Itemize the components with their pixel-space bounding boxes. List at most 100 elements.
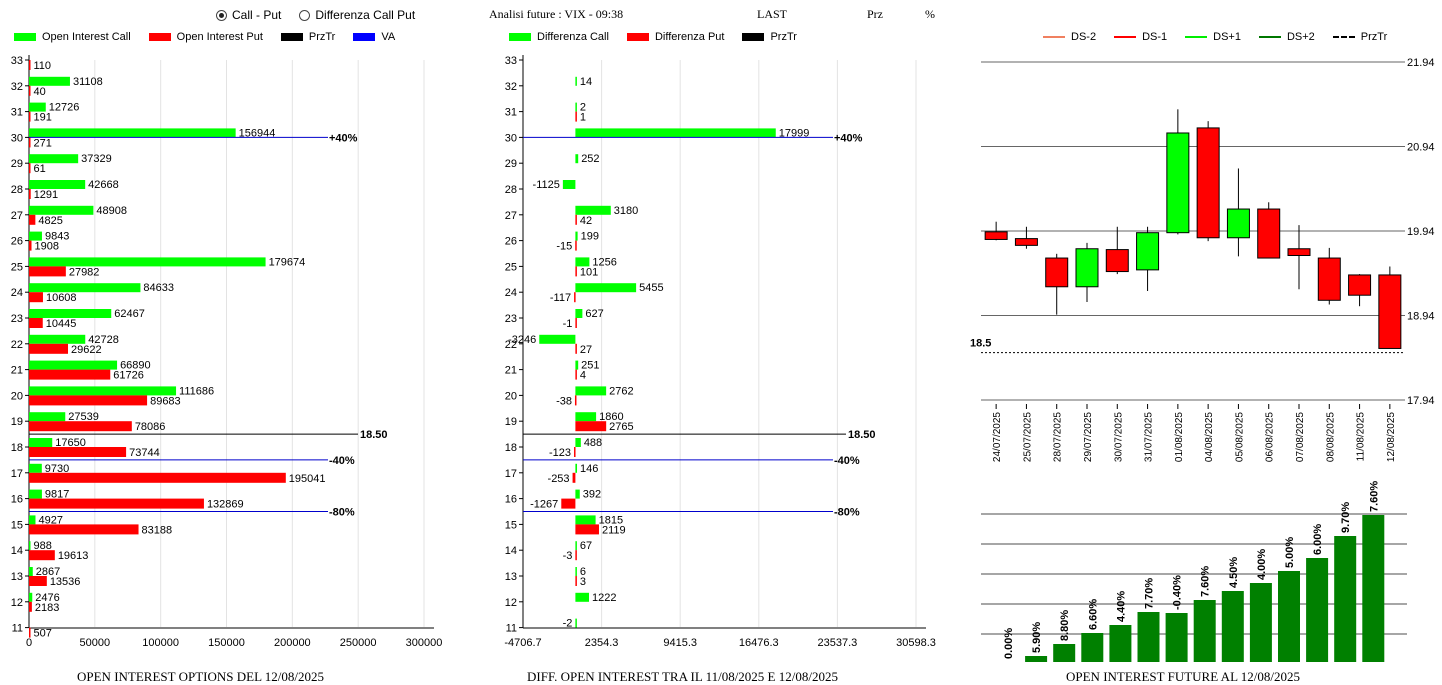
call-bar [575, 154, 579, 164]
strike-label: 26 [505, 236, 517, 248]
radio-call-put[interactable]: Call - Put [216, 8, 281, 22]
put-bar [29, 60, 31, 70]
x-tick-label: 150000 [208, 637, 245, 649]
strike-label: 30 [11, 132, 23, 144]
legend-line [1043, 36, 1065, 38]
legend-swatch [280, 33, 303, 41]
legend-item-diff-put: Differenza Put [626, 31, 724, 43]
put-bar [29, 421, 132, 432]
future-oi-label: 5.90% [1031, 622, 1043, 653]
prztr-label: 18.50 [360, 429, 388, 441]
candle-body [1378, 274, 1402, 349]
future-oi-bar [1081, 633, 1104, 662]
put-value-label: 2183 [35, 602, 59, 614]
candle-body [984, 231, 1008, 240]
call-bar [575, 567, 577, 576]
call-bar [29, 489, 42, 499]
call-bar [575, 489, 580, 499]
date-label: 28/07/2025 [1053, 412, 1064, 462]
call-value-label: 5455 [639, 282, 663, 294]
strike-label: 13 [505, 571, 517, 583]
legend-item-prztr: PrzTr [280, 31, 335, 43]
put-bar [575, 550, 577, 561]
call-value-label: 179674 [269, 256, 306, 268]
put-bar [575, 111, 577, 122]
put-bar [574, 395, 577, 406]
chart-title-diff-oi: DIFF. OPEN INTEREST TRA IL 11/08/2025 E … [527, 669, 838, 684]
call-value-label: -1125 [533, 179, 560, 191]
future-oi-label: 0.00% [1003, 628, 1015, 659]
put-value-label: 27982 [69, 266, 100, 278]
call-bar [575, 592, 589, 602]
call-bar [575, 102, 577, 112]
chart-mode-selector: Call - Put Differenza Call Put [216, 8, 415, 22]
put-bar [29, 550, 55, 561]
call-value-label: 17999 [779, 127, 810, 139]
legend-item-ds-plus2: DS+2 [1258, 31, 1315, 43]
legend-label: DS+1 [1213, 31, 1241, 43]
candle-body [1136, 232, 1160, 271]
future-oi-label: 7.60% [1200, 566, 1212, 597]
legend-item-candle-prztr: PrzTr [1332, 31, 1387, 43]
call-value-label: 67 [580, 540, 592, 552]
analysis-title: Analisi future : VIX - 09:38 [489, 7, 624, 21]
date-label: 01/08/2025 [1174, 412, 1185, 462]
strike-label: 19 [505, 416, 517, 428]
put-bar [29, 601, 32, 612]
call-value-label: 4927 [38, 514, 62, 526]
call-bar [575, 515, 596, 525]
radio-call-put-label: Call - Put [232, 8, 282, 22]
put-bar [29, 524, 139, 535]
put-bar [575, 214, 577, 225]
date-label: 11/08/2025 [1356, 412, 1367, 462]
call-value-label: 252 [581, 153, 599, 165]
strike-label: 17 [505, 468, 517, 480]
call-value-label: 9843 [45, 231, 69, 243]
candle-y-tick-label: 19.94 [1407, 226, 1435, 238]
date-label: 12/08/2025 [1386, 412, 1397, 462]
strike-label: 15 [11, 519, 23, 531]
put-bar [575, 421, 607, 432]
call-value-label: 2 [580, 102, 586, 114]
call-value-label: 48908 [96, 205, 127, 217]
date-label: 31/07/2025 [1144, 412, 1155, 462]
legend-options: Open Interest Call Open Interest Put Prz… [14, 31, 413, 43]
put-value-label: -38 [556, 395, 572, 407]
call-bar [575, 618, 577, 628]
date-label: 05/08/2025 [1234, 412, 1245, 462]
pct-marker-label: -80% [329, 507, 355, 519]
future-oi-label: 7.60% [1368, 481, 1380, 512]
call-bar [29, 463, 42, 473]
put-value-label: 19613 [58, 550, 89, 562]
future-oi-bar [1334, 536, 1357, 662]
call-bar [575, 205, 611, 215]
x-tick-label: 100000 [142, 637, 179, 649]
put-bar [29, 189, 31, 199]
x-tick-label: 200000 [274, 637, 311, 649]
strike-label: 17 [11, 468, 23, 480]
future-oi-bar [1306, 558, 1329, 662]
strike-label: 30 [505, 132, 517, 144]
call-bar [29, 76, 70, 86]
candle-body [1196, 127, 1220, 239]
x-tick-label: 50000 [80, 637, 111, 649]
strike-label: 28 [505, 184, 517, 196]
date-label: 07/08/2025 [1295, 412, 1306, 462]
x-tick-label: 16476.3 [739, 637, 779, 649]
strike-label: 27 [11, 210, 23, 222]
call-bar [29, 515, 36, 525]
strike-label: 25 [11, 261, 23, 273]
put-bar [29, 369, 111, 380]
legend-label: PrzTr [770, 31, 797, 43]
future-oi-label: 4.50% [1228, 557, 1240, 588]
call-value-label: 62467 [114, 308, 145, 320]
call-bar [29, 231, 42, 241]
x-tick-label: 30598.3 [896, 637, 936, 649]
call-value-label: 2867 [36, 566, 60, 578]
radio-differenza[interactable]: Differenza Call Put [299, 8, 415, 22]
strike-label: 29 [11, 158, 23, 170]
future-oi-bar [1278, 571, 1300, 662]
future-oi-bar [1053, 644, 1076, 662]
future-oi-label: 9.70% [1340, 502, 1352, 533]
